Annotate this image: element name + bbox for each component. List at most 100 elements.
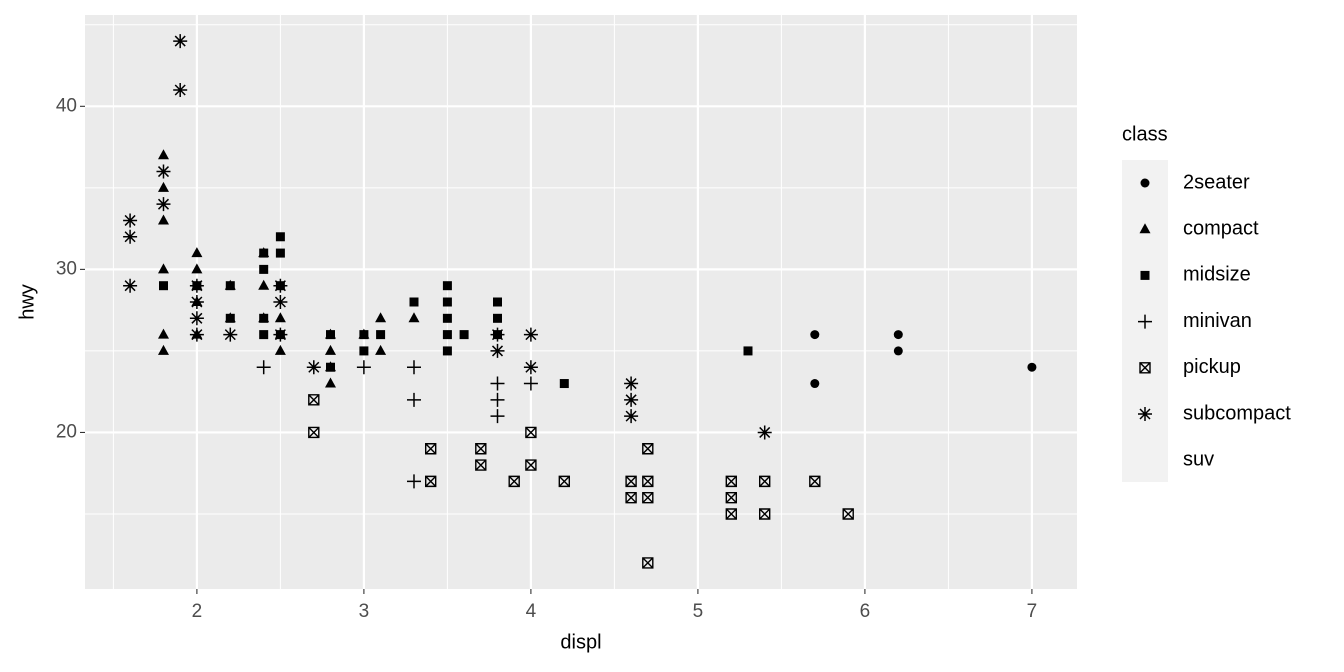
point: [189, 327, 204, 342]
point: [725, 508, 738, 520]
point: [525, 426, 537, 439]
y-tick-label: 20: [56, 421, 77, 442]
legend-label: 2seater: [1183, 171, 1250, 193]
point: [123, 229, 138, 244]
point: [492, 313, 502, 323]
point: [259, 264, 269, 274]
point: [508, 475, 520, 488]
point: [359, 330, 369, 340]
panel: [85, 15, 1077, 589]
point: [256, 360, 271, 375]
point: [259, 248, 269, 258]
point: [642, 443, 654, 455]
point: [624, 409, 639, 424]
point: [157, 328, 169, 339]
point: [225, 281, 235, 291]
point: [259, 330, 269, 340]
point: [156, 164, 171, 179]
point: [273, 327, 288, 342]
legend-label: suv: [1183, 448, 1214, 470]
point: [523, 327, 538, 342]
point: [442, 281, 452, 291]
point: [324, 377, 336, 388]
point: [642, 491, 654, 504]
point: [490, 409, 505, 424]
point: [406, 360, 421, 375]
point: [475, 459, 487, 471]
legend-label: minivan: [1183, 310, 1252, 332]
point: [642, 557, 654, 569]
legend-title: class: [1122, 123, 1168, 145]
point: [191, 247, 203, 258]
point: [275, 232, 285, 242]
point: [157, 344, 169, 355]
point: [123, 278, 138, 293]
point: [442, 346, 452, 356]
point: [189, 278, 204, 293]
point: [189, 295, 204, 309]
legend-key: [1138, 314, 1152, 329]
x-tick-label: 3: [359, 601, 370, 622]
point: [893, 330, 903, 340]
point: [492, 297, 502, 307]
point: [625, 475, 637, 488]
point: [757, 425, 772, 440]
point: [810, 379, 820, 389]
point: [157, 263, 169, 274]
point: [225, 313, 235, 323]
point: [274, 344, 286, 355]
point: [624, 376, 639, 391]
legend-key: [1139, 223, 1151, 234]
point: [375, 344, 387, 355]
point: [424, 443, 437, 455]
point: [156, 197, 171, 212]
point: [406, 392, 421, 407]
point: [123, 213, 138, 228]
point: [642, 475, 654, 488]
legend-label: midsize: [1183, 264, 1251, 286]
point: [375, 312, 387, 323]
x-tick-label: 4: [526, 601, 537, 622]
y-tick-label: 30: [56, 258, 77, 279]
point: [490, 327, 505, 342]
point: [810, 330, 820, 340]
x-tick-label: 5: [693, 601, 704, 622]
point: [173, 83, 188, 98]
point: [523, 360, 538, 375]
point: [376, 330, 386, 340]
point: [490, 376, 505, 391]
legend-label: pickup: [1183, 356, 1241, 378]
point: [259, 313, 269, 323]
point: [459, 330, 469, 340]
x-tick-label: 7: [1027, 601, 1038, 622]
point: [157, 149, 169, 160]
point: [558, 475, 570, 488]
point: [157, 181, 169, 192]
point: [408, 312, 420, 323]
point: [842, 508, 854, 520]
y-tick-label: 40: [56, 95, 77, 116]
point: [325, 362, 335, 372]
point: [157, 214, 169, 225]
point: [490, 392, 505, 407]
point: [173, 34, 188, 49]
point: [624, 392, 639, 407]
point: [274, 312, 286, 323]
point: [442, 330, 452, 340]
point: [275, 248, 285, 258]
x-tick-label: 6: [860, 601, 871, 622]
point: [273, 295, 288, 309]
legend-label: compact: [1183, 217, 1259, 239]
point: [759, 475, 771, 488]
point: [809, 475, 821, 488]
point: [406, 474, 421, 489]
point: [442, 313, 452, 323]
point: [743, 346, 753, 356]
point: [359, 346, 369, 356]
point: [189, 311, 204, 326]
legend-key: [1140, 270, 1150, 280]
point: [325, 330, 335, 340]
point: [306, 360, 321, 375]
point: [158, 281, 168, 291]
point: [442, 297, 452, 307]
